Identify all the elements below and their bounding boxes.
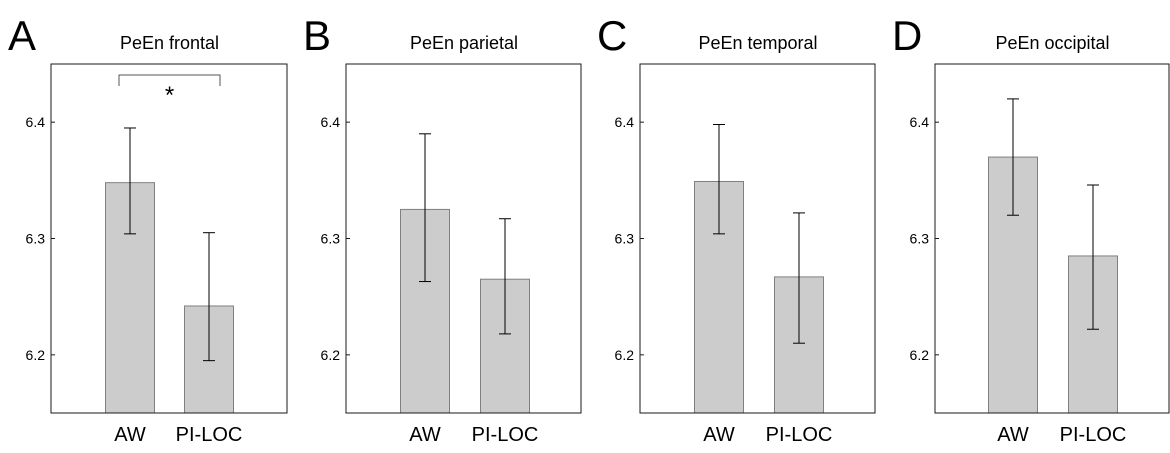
y-tick-label: 6.3 (26, 231, 46, 247)
plot-frame (345, 63, 582, 414)
x-tick-label: AW (703, 424, 735, 446)
error-bar-aw (419, 133, 431, 283)
error-bar-aw (124, 127, 136, 235)
y-tick-label: 6.4 (910, 114, 930, 130)
error-bar-pi-loc (1087, 184, 1099, 330)
y-tick-label: 6.2 (615, 347, 635, 363)
y-tick-label: 6.2 (26, 347, 46, 363)
error-bar-pi-loc (203, 232, 215, 362)
chart-title: PeEn parietal (410, 33, 518, 53)
plot-frame (934, 63, 1170, 414)
y-tick-label: 6.4 (26, 114, 46, 130)
x-tick-label: AW (997, 424, 1029, 446)
y-tick-label: 6.2 (910, 347, 930, 363)
significance-label: * (165, 82, 174, 109)
y-tick-label: 6.3 (615, 231, 635, 247)
chart-title: PeEn occipital (995, 33, 1109, 53)
y-tick-label: 6.2 (321, 347, 341, 363)
x-tick-label: PI-LOC (176, 424, 243, 446)
plot-frame (50, 63, 288, 414)
y-tick-label: 6.3 (910, 231, 930, 247)
panel-d: D PeEn occipital 6.2 6.3 6.4 AW PI-LOC (892, 12, 1170, 446)
error-bar-pi-loc (499, 218, 511, 335)
chart-title: PeEn frontal (120, 33, 219, 53)
panel-letter: B (303, 12, 331, 59)
error-bar-aw (713, 123, 725, 235)
y-tick-label: 6.3 (321, 231, 341, 247)
x-tick-label: PI-LOC (766, 424, 833, 446)
panel-letter: A (8, 12, 36, 59)
panel-c: C PeEn temporal 6.2 6.3 6.4 AW PI-LOC (597, 12, 876, 446)
error-bar-aw (1007, 98, 1019, 216)
x-tick-label: PI-LOC (1060, 424, 1127, 446)
plot-frame (639, 63, 876, 414)
y-tick-label: 6.4 (615, 114, 635, 130)
panel-letter: D (892, 12, 922, 59)
panel-b: B PeEn parietal 6.2 6.3 6.4 AW PI-LOC (303, 12, 582, 446)
x-tick-label: PI-LOC (472, 424, 539, 446)
panel-letter: C (597, 12, 627, 59)
chart-title: PeEn temporal (698, 33, 817, 53)
x-tick-label: AW (114, 424, 146, 446)
y-tick-label: 6.4 (321, 114, 341, 130)
panel-a: A PeEn frontal 6.2 6.3 6.4 AW PI-LOC * (8, 12, 288, 446)
x-tick-label: AW (409, 424, 441, 446)
error-bar-pi-loc (793, 212, 805, 344)
significance-bracket: * (118, 74, 221, 109)
